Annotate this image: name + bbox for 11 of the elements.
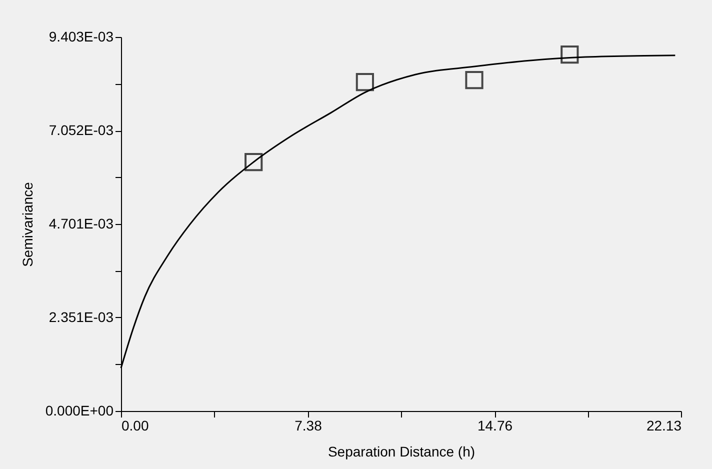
x-tick-label: 0.00 — [122, 418, 149, 434]
y-axis-title: Semivariance — [19, 182, 36, 267]
y-tick-label: 9.403E-03 — [48, 28, 114, 44]
y-tick-label: 0.000E+00 — [45, 402, 114, 418]
x-axis-title: Separation Distance (h) — [328, 444, 476, 460]
x-tick-label: 7.38 — [294, 418, 322, 434]
x-tick-label: 14.76 — [477, 418, 513, 434]
x-tick-label: 22.13 — [646, 418, 682, 434]
y-tick-label: 2.351E-03 — [48, 308, 114, 325]
y-tick-label: 4.701E-03 — [48, 216, 114, 232]
y-tick-label: 7.052E-03 — [48, 122, 114, 138]
